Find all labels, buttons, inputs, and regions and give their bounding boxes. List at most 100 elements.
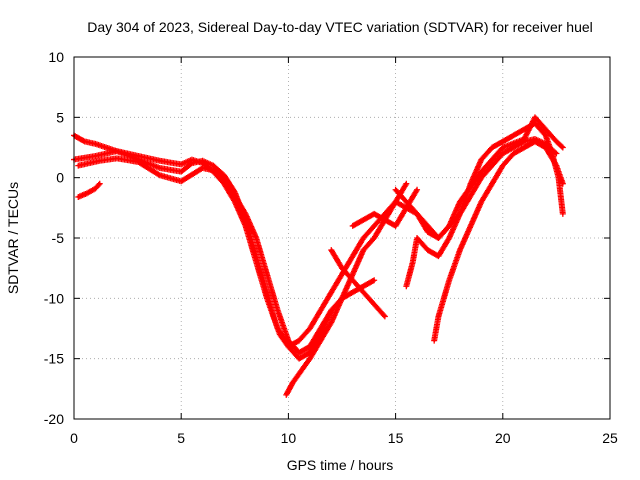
x-tick-label: 0	[70, 430, 78, 446]
y-tick-label: 10	[48, 49, 64, 65]
data-point	[158, 159, 161, 162]
data-point	[362, 236, 365, 240]
data-point	[300, 369, 303, 372]
data-point	[448, 224, 451, 228]
data-point	[180, 170, 183, 173]
y-tick-label: -20	[44, 411, 64, 427]
data-point	[372, 224, 376, 228]
data-point	[501, 140, 504, 143]
data-point	[340, 273, 344, 276]
data-point	[490, 182, 494, 185]
data-point	[426, 230, 429, 234]
data-point	[297, 339, 301, 342]
x-tick-label: 20	[495, 430, 511, 446]
data-point	[411, 260, 414, 264]
data-point	[255, 260, 258, 264]
data-point	[77, 195, 80, 199]
series-trace-10	[349, 186, 421, 229]
data-point	[98, 159, 101, 162]
data-point	[87, 161, 91, 165]
data-point	[544, 134, 547, 137]
x-axis-label: GPS time / hours	[287, 457, 394, 473]
data-point	[308, 345, 312, 348]
data-point	[265, 297, 269, 300]
data-point	[158, 166, 161, 170]
data-point	[319, 339, 322, 342]
data-point	[383, 315, 387, 318]
data-point	[201, 166, 204, 170]
data-point	[137, 154, 140, 158]
data-point	[255, 236, 258, 240]
data-point	[458, 212, 462, 216]
y-tick-label: -5	[52, 230, 65, 246]
data-point	[212, 169, 215, 172]
data-point	[351, 279, 354, 282]
data-point	[85, 192, 89, 195]
grid	[74, 57, 610, 419]
data-point	[405, 285, 408, 288]
x-tick-label: 5	[177, 430, 185, 446]
data-point	[351, 273, 354, 276]
data-point	[297, 351, 301, 354]
data-point	[158, 174, 161, 177]
series-markers	[75, 155, 335, 356]
data-point	[480, 176, 483, 179]
data-point	[362, 218, 365, 222]
x-axis-ticks: 0 5 10 15 20 25	[70, 57, 618, 446]
data-point	[180, 180, 183, 183]
data-point	[544, 146, 547, 149]
data-point	[98, 182, 101, 185]
data-point	[115, 157, 119, 160]
data-point	[405, 206, 408, 210]
data-point	[490, 146, 494, 149]
data-point	[437, 254, 440, 258]
series-trace-8	[431, 138, 566, 344]
data-point	[351, 224, 354, 228]
data-point	[448, 236, 451, 240]
y-tick-label: -15	[44, 351, 64, 367]
series-trace-2	[71, 132, 378, 362]
data-point	[319, 309, 322, 312]
data-point	[448, 279, 451, 282]
x-tick-label: 25	[602, 430, 618, 446]
series-trace-6	[328, 247, 388, 320]
data-point	[351, 291, 354, 294]
data-point	[308, 327, 312, 330]
data-point	[77, 164, 80, 167]
data-point	[523, 146, 526, 149]
data-point	[201, 161, 204, 165]
data-point	[94, 187, 97, 190]
data-point	[555, 164, 558, 167]
data-points	[71, 114, 566, 398]
data-point	[372, 236, 376, 240]
series-trace-3	[75, 155, 335, 356]
data-point	[383, 218, 387, 222]
data-point	[544, 128, 547, 131]
data-point	[104, 146, 108, 149]
data-point	[276, 309, 279, 312]
data-point	[501, 152, 504, 155]
x-tick-label: 10	[281, 430, 297, 446]
data-point	[94, 154, 97, 158]
data-point	[480, 200, 483, 203]
data-point	[340, 266, 344, 270]
data-point	[137, 160, 140, 164]
data-point	[319, 327, 322, 330]
series-markers	[283, 180, 410, 398]
data-point	[555, 152, 558, 155]
data-point	[340, 297, 344, 300]
data-point	[276, 327, 279, 330]
data-point	[212, 164, 215, 167]
data-point	[480, 158, 483, 161]
data-point	[351, 254, 354, 258]
data-point	[523, 137, 526, 141]
data-point	[372, 212, 376, 216]
data-point	[432, 339, 436, 342]
series-trace-9	[392, 114, 566, 241]
data-point	[415, 212, 419, 216]
data-point	[362, 291, 365, 294]
y-axis-label: SDTVAR / TECUs	[5, 182, 21, 294]
data-point	[501, 146, 504, 149]
chart-title: Day 304 of 2023, Sidereal Day-to-day VTE…	[87, 19, 593, 35]
